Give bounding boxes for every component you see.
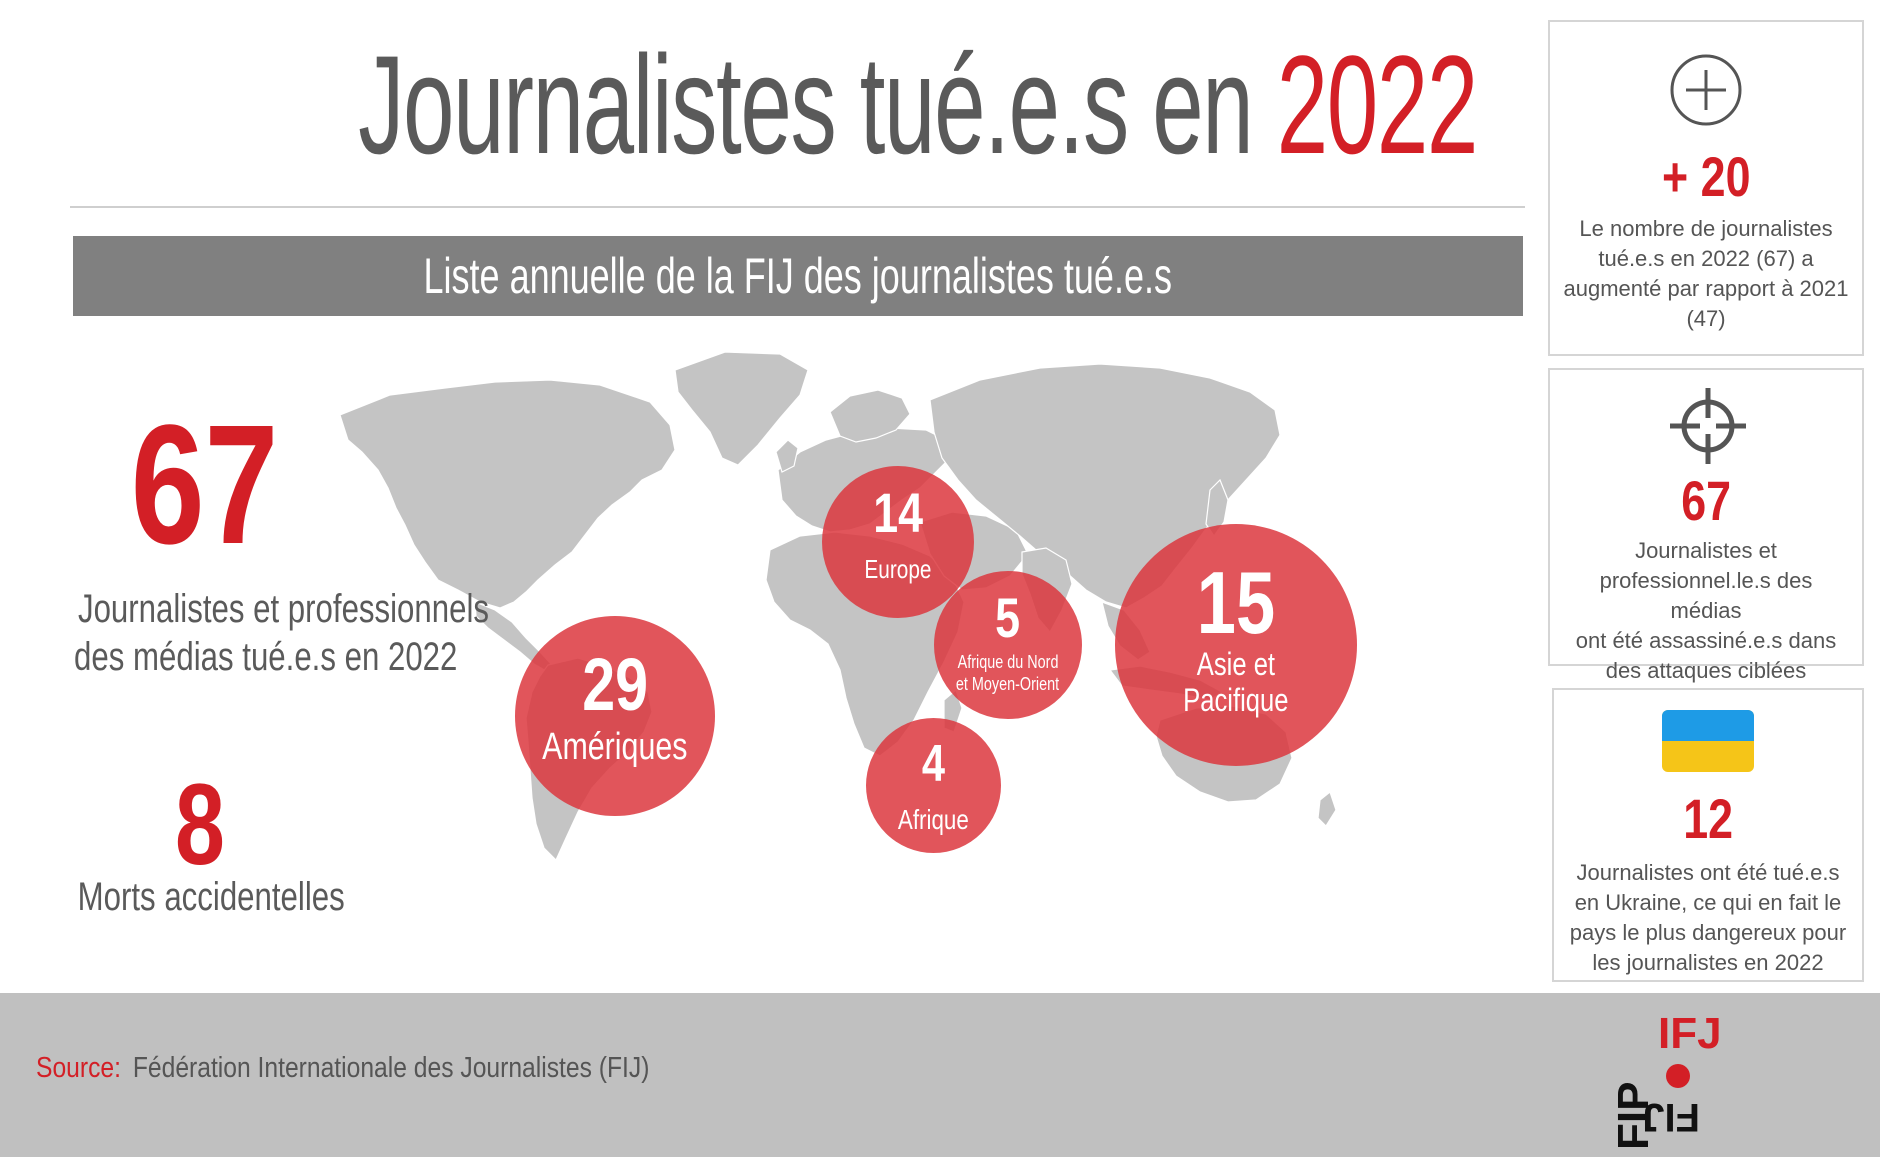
bubble-value: 29	[582, 643, 648, 726]
card-value: + 20	[1661, 145, 1751, 208]
title-text: Journalistes tué.e.s en	[358, 26, 1254, 183]
subtitle-banner: Liste annuelle de la FIJ des journaliste…	[73, 236, 1523, 316]
map-greenland	[674, 351, 809, 466]
bubble-label: Amériques	[542, 726, 688, 768]
bubble-value: 15	[1196, 553, 1276, 652]
map-uk	[775, 439, 799, 473]
bubble-label: Afrique du Nord et Moyen-Orient	[956, 652, 1060, 694]
plus-circle-icon	[1670, 54, 1742, 126]
bubble-ameriques: 29 Amériques	[515, 616, 715, 816]
card-ukraine: 12 Journalistes ont été tué.e.s en Ukrai…	[1552, 688, 1864, 982]
ukraine-flag-icon	[1662, 710, 1754, 772]
map-scandinavia	[829, 389, 911, 443]
bubble-label: Asie et Pacifique	[1183, 646, 1289, 718]
ifj-logo: IFJ FIP FIJ	[1609, 1009, 1722, 1150]
map-japan	[1205, 478, 1229, 538]
bubble-label: Europe	[864, 554, 932, 584]
source-text: Fédération Internationale des Journalist…	[132, 1052, 650, 1084]
bubble-europe: 14 Europe	[822, 466, 974, 618]
total-killed-label: Journalistes et professionnels des médias…	[74, 587, 489, 679]
accidental-deaths-label: Morts accidentelles	[77, 875, 345, 919]
accidental-deaths-number: 8	[175, 761, 225, 889]
bubble-value: 4	[921, 735, 946, 793]
source-label: Source:	[36, 1052, 121, 1084]
bubble-afrique: 4 Afrique	[866, 718, 1001, 853]
card-increase: + 20 Le nombre de journalistes tué.e.s e…	[1548, 20, 1864, 356]
card-targeted: 67 Journalistes et professionnel.le.s de…	[1548, 368, 1864, 683]
svg-text:FIP: FIP	[1609, 1082, 1658, 1150]
card-value: 12	[1683, 787, 1733, 850]
title-year: 2022	[1276, 26, 1479, 183]
card-text: Le nombre de journalistes tué.e.s en 202…	[1563, 216, 1849, 331]
footer-band	[0, 993, 1880, 1157]
crosshair-icon	[1670, 388, 1746, 464]
title-divider	[70, 206, 1525, 208]
svg-text:IFJ: IFJ	[1658, 1009, 1722, 1058]
card-value: 67	[1681, 469, 1731, 532]
card-text: Journalistes ont été tué.e.s en Ukraine,…	[1569, 860, 1847, 975]
total-killed-number: 67	[131, 390, 279, 580]
svg-text:FIJ: FIJ	[1642, 1095, 1700, 1139]
bubble-mena: 5 Afrique du Nord et Moyen-Orient	[934, 571, 1082, 719]
bubble-value: 5	[995, 586, 1021, 649]
page-title: Journalistes tué.e.s en 2022	[70, 20, 1530, 190]
map-new-zealand	[1317, 790, 1337, 827]
bubble-asie-pacifique: 15 Asie et Pacifique	[1115, 524, 1357, 766]
map-north-america	[339, 379, 676, 609]
subtitle-text: Liste annuelle de la FIJ des journaliste…	[423, 248, 1173, 304]
bubble-label: Afrique	[898, 804, 969, 835]
card-text: Journalistes et professionnel.le.s des m…	[1575, 538, 1837, 683]
bubble-value: 14	[873, 481, 923, 544]
world-map	[339, 351, 1337, 862]
source-line: Source: Fédération Internationale des Jou…	[36, 1052, 649, 1085]
